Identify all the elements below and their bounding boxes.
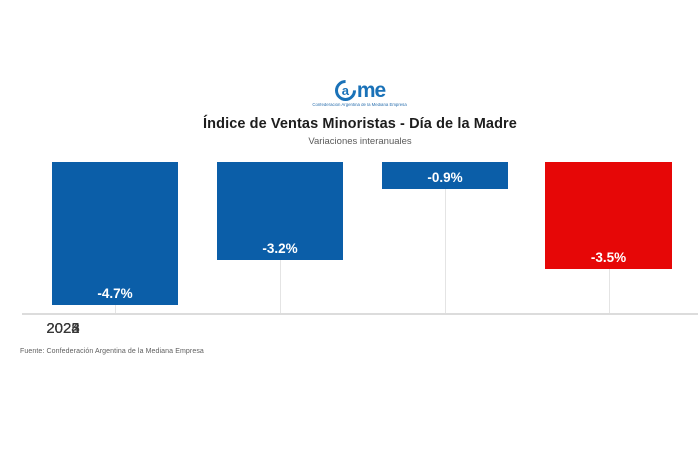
bar-2025-value-label: -3.5% (590, 249, 627, 265)
came-logo-me: me (356, 78, 386, 102)
x-tick-2022: 2022 (46, 320, 80, 337)
x-tick-2023: 2023 (46, 320, 80, 337)
x-axis-line (22, 313, 698, 315)
bar-2022: -4.7% (52, 162, 178, 305)
chart-header: a me Confederación Argentina de la Media… (20, 78, 700, 148)
chart-subtitle: Variaciones interanuales (308, 136, 412, 147)
came-logo: a me Confederación Argentina de la Media… (294, 78, 425, 109)
bar-2024-value-label: -0.9% (427, 169, 463, 185)
came-logo-c-ring: a (335, 80, 356, 101)
x-tick-2024: 2024 (46, 320, 80, 337)
chart-title: Índice de Ventas Minoristas - Día de la … (203, 116, 517, 132)
bar-2023: -3.2% (217, 162, 343, 260)
bar-2025: -3.5% (545, 162, 672, 269)
bar-2022-value-label: -4.7% (97, 285, 133, 301)
source-note: Fuente: Confederación Argentina de la Me… (20, 348, 204, 355)
bar-2023-value-label: -3.2% (262, 240, 298, 256)
came-logo-mark: a me (335, 78, 386, 102)
bar-2024: -0.9% (382, 162, 508, 189)
tick-connector-2022 (115, 305, 116, 313)
tick-connector-2025 (609, 269, 610, 313)
tick-connector-2024 (445, 189, 446, 313)
came-logo-tagline: Confederación Argentina de la Mediana Em… (312, 103, 408, 108)
x-tick-2025: 2025 (46, 320, 80, 337)
tick-connector-2023 (280, 260, 281, 313)
